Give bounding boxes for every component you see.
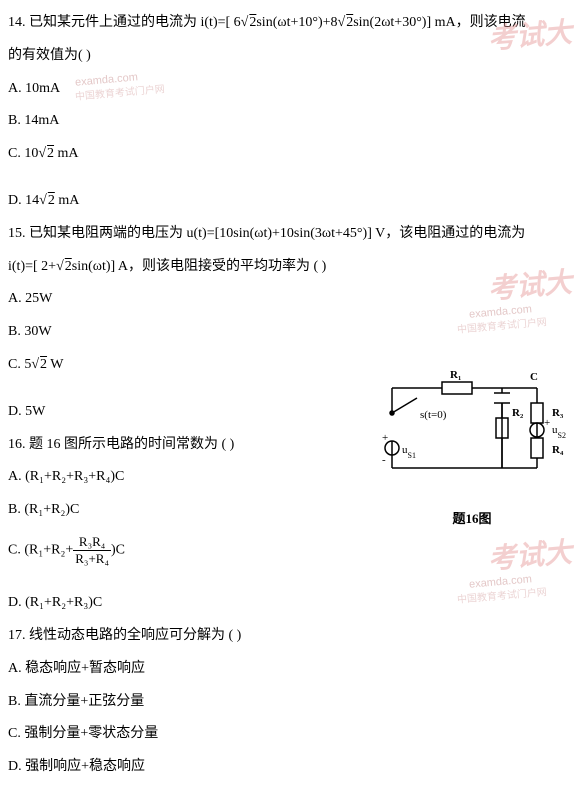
svg-text:-: - bbox=[382, 454, 386, 466]
svg-text:R₁: R₁ bbox=[450, 369, 461, 381]
q14-optD-pre: D. 14 bbox=[8, 193, 39, 208]
q15-line2: i(t)=[ 2+ 2sin(ωt)] A，则该电阻接受的平均功率为 ( ) bbox=[8, 252, 574, 283]
q14-line1: 14. 已知某元件上通过的电流为 i(t)=[ 62sin(ωt+10°)+82… bbox=[8, 8, 574, 39]
svg-text:s(t=0): s(t=0) bbox=[420, 409, 447, 421]
svg-text:C: C bbox=[530, 371, 538, 383]
svg-text:+: + bbox=[382, 432, 388, 444]
q15-optC-post: W bbox=[47, 357, 63, 372]
q15-optB: B. 30W bbox=[8, 317, 574, 348]
q15-sqrt: 2 bbox=[64, 259, 72, 274]
q16-optD: D. (R₁+R₂+R₃)C bbox=[8, 588, 574, 619]
fraction: R₃R₄R₃+R₄ bbox=[73, 534, 111, 566]
svg-text:uS2: uS2 bbox=[552, 424, 566, 440]
svg-text:R₄: R₄ bbox=[552, 444, 564, 456]
q14-optA: A. 10mA bbox=[8, 74, 574, 105]
q15-text2-pre: i(t)=[ 2+ bbox=[8, 259, 56, 274]
q17-optA: A. 稳态响应+暂态响应 bbox=[8, 654, 574, 685]
q14-text1: 已知某元件上通过的电流为 i(t)=[ 6 bbox=[29, 15, 241, 30]
q16-optC-pre: C. (R₁+R₂+ bbox=[8, 542, 73, 557]
q17-text: 17. 线性动态电路的全响应可分解为 ( ) bbox=[8, 621, 574, 652]
q14-optD-post: mA bbox=[55, 193, 80, 208]
svg-text:R₂: R₂ bbox=[512, 407, 524, 419]
q14-optC-post: mA bbox=[54, 146, 79, 161]
frac-den: R₃+R₄ bbox=[73, 551, 111, 567]
q14-optC-pre: C. 10 bbox=[8, 146, 38, 161]
q15-text1: 已知某电阻两端的电压为 u(t)=[10sin(ωt)+10sin(3ωt+45… bbox=[29, 226, 525, 241]
q15-optA: A. 25W bbox=[8, 284, 574, 315]
q14-text2: sin(ωt+10°)+8 bbox=[256, 15, 337, 30]
frac-num: R₃R₄ bbox=[73, 534, 111, 551]
q16-optC-post: )C bbox=[111, 542, 125, 557]
q15-optC-pre: C. 5 bbox=[8, 357, 31, 372]
q15-optC-sqrt: 2 bbox=[39, 357, 47, 372]
q14-sqrt2: 2 bbox=[345, 15, 353, 30]
q14-line2: 的有效值为( ) bbox=[8, 41, 574, 72]
q14-optC: C. 10 2 mA bbox=[8, 139, 574, 170]
circuit-caption: 题16图 bbox=[372, 505, 572, 534]
q17-optB: B. 直流分量+正弦分量 bbox=[8, 687, 574, 718]
circuit-figure: R₁ C R₂ R₃ uS2 R₄ s(t=0) uS1 + - + 题16图 bbox=[372, 368, 572, 533]
q17-optD: D. 强制响应+稳态响应 bbox=[8, 752, 574, 783]
q17-optC: C. 强制分量+零状态分量 bbox=[8, 719, 574, 750]
q16-optC: C. (R₁+R₂+R₃R₄R₃+R₄)C bbox=[8, 528, 574, 572]
q14-optD-sqrt: 2 bbox=[47, 193, 55, 208]
circuit-svg: R₁ C R₂ R₃ uS2 R₄ s(t=0) uS1 + - + bbox=[372, 368, 572, 488]
q15-num: 15. bbox=[8, 226, 26, 241]
svg-text:+: + bbox=[544, 417, 550, 429]
q14-optC-sqrt: 2 bbox=[46, 146, 54, 161]
q14-num: 14. bbox=[8, 15, 26, 30]
q15-text2-post: sin(ωt)] A，则该电阻接受的平均功率为 ( ) bbox=[72, 259, 327, 274]
q15-line1: 15. 已知某电阻两端的电压为 u(t)=[10sin(ωt)+10sin(3ω… bbox=[8, 219, 574, 250]
q14-optD: D. 14 2 mA bbox=[8, 186, 574, 217]
svg-text:uS1: uS1 bbox=[402, 444, 416, 460]
svg-text:R₃: R₃ bbox=[552, 407, 564, 419]
q14-optB: B. 14mA bbox=[8, 106, 574, 137]
q14-text3: sin(2ωt+30°)] mA，则该电流 bbox=[353, 15, 525, 30]
